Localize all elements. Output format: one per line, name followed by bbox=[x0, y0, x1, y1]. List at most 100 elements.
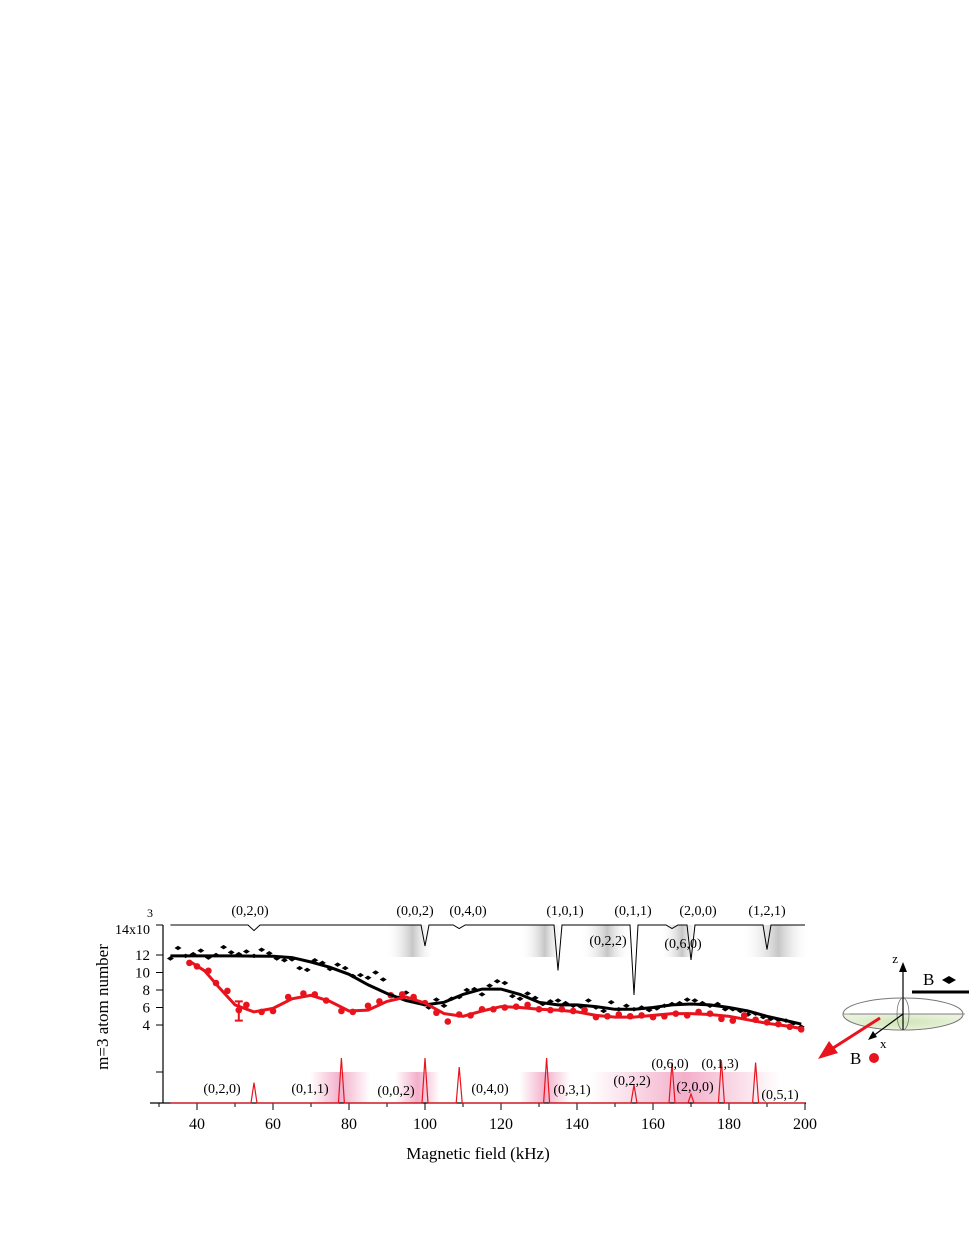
x-tick-label: 200 bbox=[793, 1116, 817, 1133]
black-data-point bbox=[486, 983, 494, 988]
x-tick-label: 40 bbox=[189, 1116, 205, 1133]
black-data-point bbox=[258, 947, 266, 952]
black-data-point bbox=[265, 951, 273, 956]
top-resonance-label: (0,0,2) bbox=[396, 904, 434, 919]
red-data-point bbox=[444, 1018, 452, 1025]
black-fit-line bbox=[170, 954, 802, 1026]
top-resonance-label: (0,2,2) bbox=[589, 934, 627, 949]
trap-geometry-inset: z x B B bbox=[818, 951, 969, 1068]
x-axis-label: Magnetic field (kHz) bbox=[406, 1144, 550, 1163]
black-data-point bbox=[683, 997, 691, 1002]
red-fit-line bbox=[188, 959, 802, 1030]
top-band bbox=[740, 925, 810, 957]
black-data-point bbox=[478, 992, 486, 997]
red-arrowhead-icon bbox=[818, 1041, 838, 1059]
top-resonance-label: (0,1,1) bbox=[614, 904, 652, 919]
top-resonance-labels: (0,2,0) (0,0,2) (0,4,0) (1,0,1) (0,1,1) (0,2,… bbox=[231, 904, 786, 952]
y-tick-label: 10 bbox=[135, 966, 150, 982]
top-resonance-label: (2,0,0) bbox=[679, 904, 717, 919]
red-data-points bbox=[186, 959, 805, 1033]
black-data-point bbox=[554, 998, 562, 1003]
bottom-resonance-label: (0,2,2) bbox=[613, 1074, 651, 1089]
black-data-point bbox=[197, 948, 205, 953]
black-data-point bbox=[280, 958, 288, 963]
black-data-point bbox=[622, 1003, 630, 1008]
bottom-resonance-label: (0,0,2) bbox=[377, 1084, 415, 1099]
y-tick-label: 6 bbox=[143, 1001, 151, 1017]
black-data-point bbox=[600, 1008, 608, 1014]
black-data-point bbox=[516, 996, 524, 1001]
y-ticks: 46 810 12 bbox=[135, 924, 163, 1104]
x-axis-label-inset: x bbox=[880, 1036, 887, 1051]
black-data-point bbox=[334, 962, 342, 967]
x-arrowhead-icon bbox=[868, 1031, 877, 1040]
top-shaded-bands bbox=[385, 925, 810, 957]
black-data-point bbox=[296, 965, 304, 971]
black-data-point bbox=[379, 977, 387, 982]
bottom-resonance-label: (0,6,0) bbox=[651, 1057, 689, 1072]
bottom-resonance-label: (0,4,0) bbox=[471, 1082, 509, 1097]
bottom-resonance-label: (0,1,3) bbox=[701, 1057, 739, 1072]
bottom-band bbox=[590, 1072, 780, 1103]
bottom-resonance-label: (2,0,0) bbox=[676, 1080, 714, 1095]
x-tick-label: 140 bbox=[565, 1116, 589, 1133]
x-tick-label: 160 bbox=[641, 1116, 665, 1133]
x-tick-label: 80 bbox=[341, 1116, 357, 1133]
y-axis-label: m=3 atom number bbox=[93, 944, 112, 1070]
y-tick-label: 12 bbox=[135, 948, 150, 964]
z-axis-label: z bbox=[892, 951, 898, 966]
red-data-point bbox=[243, 1001, 250, 1009]
top-resonance-label: (1,2,1) bbox=[748, 904, 786, 919]
y-multiplier-label: 14x10 bbox=[115, 923, 150, 938]
black-data-point bbox=[691, 998, 699, 1003]
red-circle-marker-icon bbox=[869, 1053, 879, 1063]
red-data-point bbox=[364, 1002, 372, 1010]
y-tick-label: 8 bbox=[143, 983, 151, 999]
black-data-point bbox=[227, 950, 235, 955]
bottom-resonance-label: (0,5,1) bbox=[761, 1088, 799, 1103]
bottom-resonance-label: (0,1,1) bbox=[291, 1082, 329, 1097]
bottom-resonance-label: (0,2,0) bbox=[203, 1082, 241, 1097]
black-data-point bbox=[524, 991, 532, 996]
x-axis-arrow bbox=[872, 1013, 904, 1037]
y-tick-label: 4 bbox=[143, 1018, 151, 1034]
black-data-point bbox=[364, 975, 372, 980]
red-data-point bbox=[224, 987, 231, 995]
b-label-bottom: B bbox=[850, 1049, 861, 1068]
black-data-point bbox=[242, 949, 250, 954]
black-data-point bbox=[303, 967, 311, 973]
black-data-point bbox=[508, 993, 516, 999]
top-resonance-label: (0,4,0) bbox=[449, 904, 487, 919]
black-data-point bbox=[356, 972, 364, 978]
top-resonance-label: (0,6,0) bbox=[664, 937, 702, 952]
black-data-point bbox=[432, 997, 440, 1002]
top-band bbox=[520, 925, 565, 957]
top-resonance-trace bbox=[170, 924, 805, 996]
black-data-point bbox=[341, 965, 349, 971]
black-data-point bbox=[220, 944, 228, 950]
red-data-point bbox=[524, 1001, 531, 1009]
black-data-point bbox=[440, 1003, 448, 1008]
bottom-band bbox=[395, 1072, 440, 1103]
x-tick-label: 120 bbox=[489, 1116, 513, 1133]
black-data-point bbox=[501, 980, 509, 986]
bottom-resonance-label: (0,3,1) bbox=[553, 1083, 591, 1098]
black-data-point bbox=[584, 998, 592, 1003]
bottom-resonance-trace bbox=[170, 1057, 805, 1104]
black-data-point bbox=[493, 979, 501, 984]
bottom-resonance-labels: (0,2,0) (0,1,1) (0,0,2) (0,4,0) (0,3,1) (0,2,… bbox=[203, 1057, 799, 1103]
b-label-top: B bbox=[923, 970, 934, 989]
top-band bbox=[385, 925, 435, 957]
x-ticks: 40 60 80 100 120 140 160 180 200 bbox=[158, 1103, 817, 1133]
red-data-point bbox=[729, 1017, 737, 1024]
black-data-point bbox=[607, 1000, 615, 1005]
x-tick-label: 100 bbox=[413, 1116, 437, 1133]
z-arrowhead-icon bbox=[899, 962, 907, 972]
black-data-point bbox=[463, 987, 471, 993]
top-resonance-label: (1,0,1) bbox=[546, 904, 584, 919]
diamond-marker-icon bbox=[942, 976, 956, 984]
x-tick-label: 60 bbox=[265, 1116, 281, 1133]
red-error-bar bbox=[234, 1000, 243, 1022]
top-resonance-label: (0,2,0) bbox=[231, 904, 269, 919]
